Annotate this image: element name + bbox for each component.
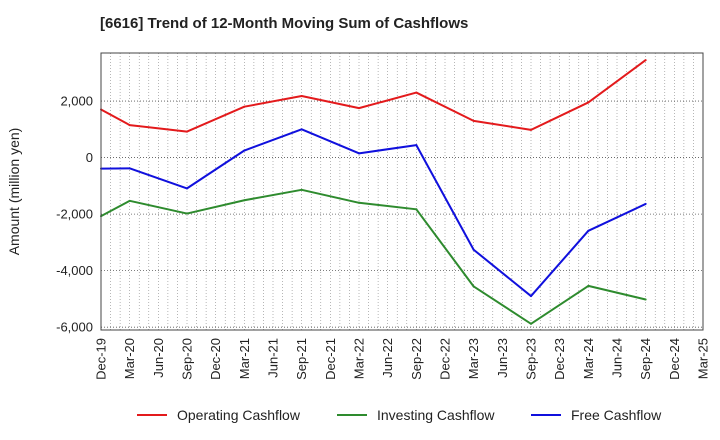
series-line-operating-cashflow: [100, 59, 647, 133]
x-tick-label: Dec-21: [323, 338, 338, 380]
x-tick-label: Dec-23: [552, 338, 567, 380]
data-point: [128, 199, 131, 202]
data-point: [415, 144, 418, 147]
y-tick-label: 0: [86, 150, 93, 165]
x-tick-labels: Dec-19 Mar-20 Jun-20 Sep-20 Dec-20 Mar-21 Jun-…: [94, 338, 711, 380]
data-point: [300, 94, 303, 97]
data-point: [358, 152, 360, 155]
legend-swatch: [531, 414, 561, 416]
data-point: [587, 284, 590, 287]
data-point: [300, 128, 303, 131]
x-tick-label: Sep-23: [524, 338, 539, 380]
legend-item: Free Cashflow: [531, 404, 661, 426]
y-tick-label: -4,000: [56, 263, 93, 278]
legend-swatch: [337, 414, 367, 416]
x-tick-label: Mar-22: [352, 338, 367, 379]
data-point: [644, 202, 647, 205]
x-tick-label: Mar-23: [466, 338, 481, 379]
data-point: [186, 130, 188, 133]
x-tick-label: Mar-24: [581, 338, 596, 379]
data-point: [587, 229, 590, 232]
x-tick-label: Mar-20: [122, 338, 137, 379]
legend-label: Free Cashflow: [571, 407, 662, 423]
y-tick-label: 2,000: [60, 94, 93, 109]
data-point: [300, 188, 303, 191]
data-point: [128, 124, 131, 127]
legend-swatch: [137, 414, 167, 416]
legend-item: Operating Cashflow: [137, 404, 300, 426]
data-point: [530, 128, 532, 131]
x-tick-label: Sep-22: [409, 338, 424, 380]
grid: [101, 53, 703, 330]
x-tick-label: Jun-23: [495, 338, 510, 378]
data-point: [243, 105, 246, 108]
x-tick-label: Dec-22: [438, 338, 453, 380]
legend: Operating Cashflow Investing Cashflow Free…: [0, 404, 720, 426]
data-point: [472, 119, 475, 122]
series-lines: [100, 59, 647, 325]
data-point: [128, 167, 131, 170]
legend-label: Investing Cashflow: [377, 407, 495, 423]
chart-title: [6616] Trend of 12-Month Moving Sum of C…: [100, 15, 469, 32]
data-point: [644, 59, 647, 62]
data-point: [530, 322, 532, 325]
data-point: [415, 91, 418, 94]
data-point: [358, 201, 360, 204]
y-tick-label: -6,000: [56, 320, 93, 335]
x-tick-label: Dec-24: [667, 338, 682, 380]
data-point: [530, 295, 532, 298]
legend-label: Operating Cashflow: [177, 407, 300, 423]
x-tick-label: Jun-22: [380, 338, 395, 378]
x-tick-label: Sep-24: [638, 338, 653, 380]
legend-item: Investing Cashflow: [337, 404, 495, 426]
x-tick-label: Jun-20: [151, 338, 166, 378]
data-point: [415, 208, 418, 211]
series-line-investing-cashflow: [100, 188, 646, 325]
x-tick-label: Mar-25: [696, 338, 711, 379]
x-tick-label: Sep-21: [294, 338, 309, 380]
plot-frame: [100, 52, 704, 331]
data-point: [472, 248, 475, 251]
data-point: [243, 199, 246, 202]
data-point: [587, 101, 590, 104]
data-point: [472, 285, 475, 288]
x-tick-label: Dec-19: [94, 338, 109, 380]
x-tick-label: Jun-21: [266, 338, 281, 378]
data-point: [358, 107, 360, 110]
x-tick-label: Sep-20: [180, 338, 195, 380]
data-point: [243, 149, 246, 152]
y-tick-labels: 2,000 0 -2,000 -4,000 -6,000: [56, 94, 93, 335]
data-point: [644, 298, 647, 301]
data-point: [186, 187, 188, 190]
x-tick-label: Mar-21: [237, 338, 252, 379]
data-point: [186, 212, 188, 215]
y-axis-label: Amount (million yen): [6, 128, 22, 256]
x-tick-label: Dec-20: [208, 338, 223, 380]
x-tick-label: Jun-24: [610, 338, 625, 378]
y-tick-label: -2,000: [56, 207, 93, 222]
